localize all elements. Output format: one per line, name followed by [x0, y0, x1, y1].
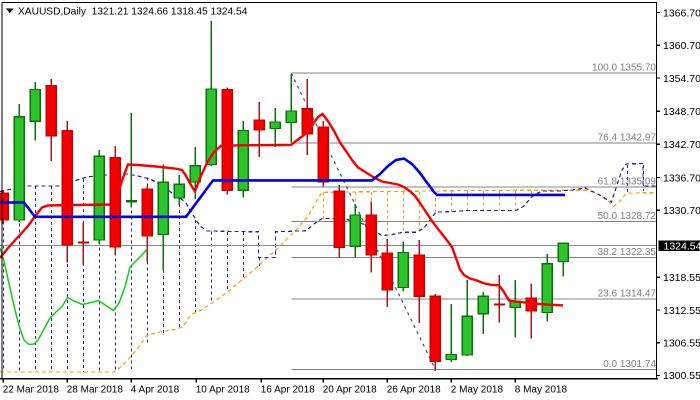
svg-text:8 May 2018: 8 May 2018: [515, 384, 568, 395]
svg-text:1318.55: 1318.55: [663, 272, 700, 284]
svg-text:20 Apr 2018: 20 Apr 2018: [323, 384, 377, 395]
svg-text:76.4 1342.97: 76.4 1342.97: [598, 133, 657, 144]
svg-text:2 May 2018: 2 May 2018: [451, 384, 504, 395]
svg-text:1360.70: 1360.70: [663, 40, 700, 52]
svg-text:28 Mar 2018: 28 Mar 2018: [67, 384, 124, 395]
svg-text:1366.70: 1366.70: [663, 7, 700, 19]
svg-text:22 Mar 2018: 22 Mar 2018: [3, 384, 60, 395]
svg-text:1354.70: 1354.70: [663, 73, 700, 85]
svg-text:1300.55: 1300.55: [663, 370, 700, 382]
svg-text:1312.55: 1312.55: [663, 305, 700, 317]
svg-text:16 Apr 2018: 16 Apr 2018: [261, 384, 315, 395]
svg-text:1348.70: 1348.70: [663, 106, 700, 118]
svg-text:1336.70: 1336.70: [663, 172, 700, 184]
svg-text:1342.70: 1342.70: [663, 139, 700, 151]
svg-text:1324.54: 1324.54: [664, 241, 700, 253]
svg-text:38.2 1322.35: 38.2 1322.35: [598, 247, 657, 258]
svg-text:1306.55: 1306.55: [663, 338, 700, 350]
svg-text:50.0 1328.72: 50.0 1328.72: [598, 211, 657, 222]
svg-text:61.8 1335.09: 61.8 1335.09: [598, 176, 657, 187]
svg-text:26 Apr 2018: 26 Apr 2018: [387, 384, 441, 395]
svg-text:1330.70: 1330.70: [663, 205, 700, 217]
svg-text:23.6 1314.47: 23.6 1314.47: [598, 288, 657, 299]
svg-text:10 Apr 2018: 10 Apr 2018: [196, 384, 250, 395]
svg-text:100.0 1355.70: 100.0 1355.70: [592, 63, 656, 74]
svg-text:0.0 1301.74: 0.0 1301.74: [603, 359, 656, 370]
svg-text:4 Apr 2018: 4 Apr 2018: [131, 384, 180, 395]
svg-text:XAUUSD,Daily 1321.21 1324.66: XAUUSD,Daily 1321.21 1324.66 1318.45 132…: [18, 7, 248, 18]
